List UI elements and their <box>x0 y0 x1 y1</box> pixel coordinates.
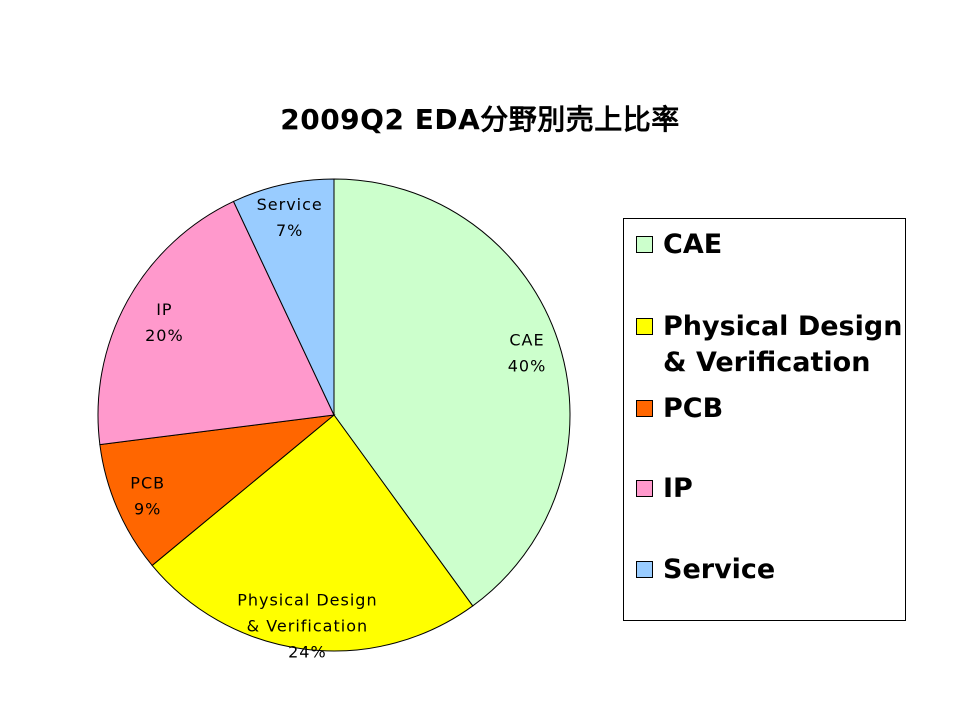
legend-item-pcb: PCB <box>636 391 723 427</box>
legend-label: IP <box>663 473 693 504</box>
legend-label: Physical Design & Verification <box>663 311 903 378</box>
slice-label-physical-design-verification: Physical Design & Verification 24% <box>237 591 377 662</box>
pie-slice-ip <box>97 200 335 446</box>
legend-item-physical-design-verification: Physical Design & Verification <box>636 309 902 381</box>
slice-label-ip: IP 20% <box>145 300 184 345</box>
legend-label: Service <box>663 554 776 585</box>
pie-slice-service <box>232 178 335 416</box>
slice-label-cae: CAE 40% <box>508 330 547 375</box>
pie-slice-physical-design-verification <box>151 414 474 652</box>
legend-swatch <box>636 318 653 335</box>
legend-swatch <box>636 400 653 417</box>
legend-item-service: Service <box>636 552 775 588</box>
legend: CAE Physical Design & Verification PCB IP Se… <box>623 218 906 621</box>
pie-slice-pcb <box>99 414 336 567</box>
chart-title: 2009Q2 EDA分野別売上比率 <box>280 103 680 136</box>
slice-label-pcb: PCB 9% <box>130 474 165 519</box>
legend-swatch <box>636 236 653 253</box>
legend-label: PCB <box>663 393 724 424</box>
legend-item-ip: IP <box>636 471 693 507</box>
legend-item-cae: CAE <box>636 227 722 263</box>
pie-slice-cae <box>333 178 571 607</box>
legend-swatch <box>636 561 653 578</box>
legend-swatch <box>636 480 653 497</box>
slice-label-service: Service 7% <box>257 195 323 240</box>
legend-label: CAE <box>663 229 723 260</box>
